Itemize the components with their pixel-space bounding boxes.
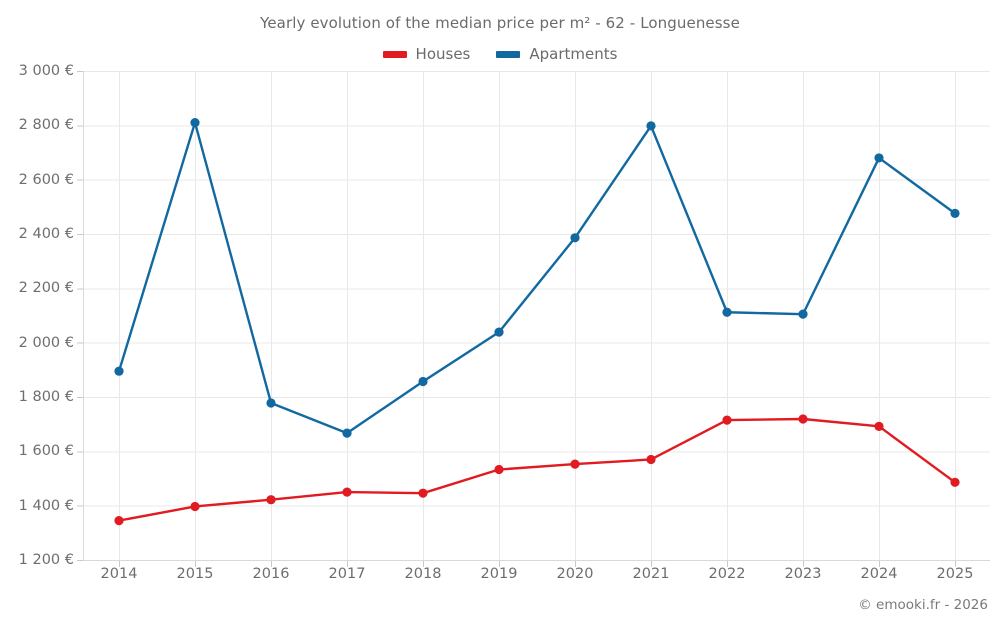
x-tick-label-2020: 2020 bbox=[556, 566, 594, 582]
data-point-houses-2020 bbox=[570, 459, 580, 469]
x-tick-label-2022: 2022 bbox=[708, 566, 746, 582]
data-point-apartments-2018 bbox=[418, 376, 428, 387]
x-tick-label-2014: 2014 bbox=[100, 566, 138, 582]
legend-swatch-houses bbox=[382, 50, 407, 58]
legend-item-houses[interactable]: Houses bbox=[382, 45, 471, 63]
y-axis: 1 200 € 1 400 € 1 600 € 1 800 € 2 000 € 2 200… bbox=[0, 0, 74, 625]
x-tick-label-2017: 2017 bbox=[328, 566, 366, 582]
data-point-houses-2014 bbox=[114, 516, 124, 526]
series-line-houses bbox=[117, 417, 957, 522]
y-tick-label: 3 000 € bbox=[18, 63, 74, 79]
y-tick-label: 1 400 € bbox=[18, 497, 74, 514]
data-point-houses-2024 bbox=[874, 421, 884, 431]
chart-legend: Houses Apartments bbox=[0, 45, 1000, 63]
data-point-apartments-2017 bbox=[342, 428, 352, 438]
data-point-houses-2017 bbox=[342, 487, 352, 497]
data-point-apartments-2014 bbox=[114, 366, 124, 376]
y-tick-label: 2 600 € bbox=[18, 171, 74, 188]
data-point-houses-2015 bbox=[190, 501, 200, 512]
copyright-credit: © emooki.fr - 2026 bbox=[858, 597, 988, 613]
data-point-houses-2019 bbox=[494, 464, 504, 475]
y-tick-label: 1 800 € bbox=[18, 389, 74, 405]
legend-swatch-apartments bbox=[496, 50, 521, 58]
data-point-apartments-2025 bbox=[950, 208, 960, 218]
data-point-apartments-2023 bbox=[798, 309, 808, 319]
chart-title: Yearly evolution of the median price per… bbox=[260, 14, 740, 32]
data-point-apartments-2019 bbox=[494, 327, 504, 337]
y-tick-label: 2 800 € bbox=[18, 117, 74, 134]
x-tick-label-2025: 2025 bbox=[936, 566, 974, 582]
data-point-apartments-2024 bbox=[874, 153, 884, 163]
legend-label-apartments: Apartments bbox=[529, 45, 618, 63]
x-tick-label-2024: 2024 bbox=[860, 566, 898, 582]
data-point-houses-2018 bbox=[418, 488, 428, 498]
data-point-apartments-2015 bbox=[190, 118, 200, 128]
data-point-houses-2025 bbox=[950, 477, 960, 487]
y-tick-label: 2 200 € bbox=[18, 280, 74, 297]
x-tick-label-2023: 2023 bbox=[784, 566, 822, 582]
x-tick-label-2019: 2019 bbox=[480, 566, 518, 582]
data-point-apartments-2021 bbox=[646, 121, 656, 131]
data-point-apartments-2020 bbox=[570, 233, 580, 243]
y-tick-label: 2 000 € bbox=[18, 334, 74, 351]
x-tick-label-2021: 2021 bbox=[632, 566, 670, 582]
series-line-apartments bbox=[117, 121, 957, 435]
data-point-apartments-2022 bbox=[722, 307, 732, 317]
data-point-houses-2022 bbox=[722, 415, 732, 425]
y-tick-label: 1 200 € bbox=[18, 552, 74, 568]
data-point-houses-2016 bbox=[266, 495, 276, 505]
y-tick-label: 2 400 € bbox=[18, 226, 74, 242]
data-point-apartments-2016 bbox=[266, 398, 276, 408]
x-tick-label-2015: 2015 bbox=[176, 566, 214, 582]
legend-label-houses: Houses bbox=[415, 45, 471, 63]
x-tick-label-2016: 2016 bbox=[252, 566, 290, 582]
x-tick-label-2018: 2018 bbox=[404, 566, 442, 582]
legend-item-apartments[interactable]: Apartments bbox=[496, 45, 617, 63]
y-tick-label: 1 600 € bbox=[18, 443, 74, 460]
data-point-houses-2023 bbox=[798, 414, 808, 424]
data-point-houses-2021 bbox=[646, 454, 656, 465]
